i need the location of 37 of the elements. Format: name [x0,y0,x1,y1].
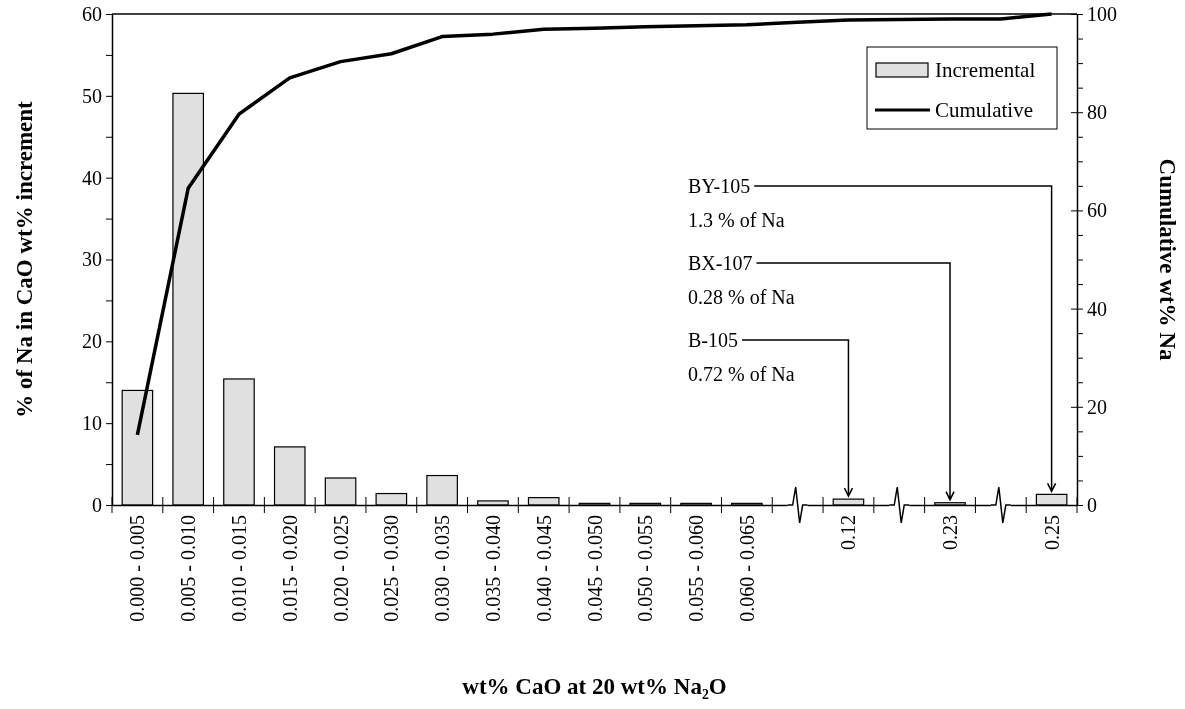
y2-tick-label: 80 [1087,101,1107,124]
y2-tick-label: 100 [1087,2,1117,25]
x-tick-label: 0.23 [939,515,962,550]
y-tick-label: 30 [82,248,102,271]
annotation: BX-107 0.28 % of Na [688,252,795,308]
x-tick-label: 0.045 - 0.050 [583,515,606,622]
y-tick-label: 20 [82,330,102,353]
x-tick-label: 0.020 - 0.025 [329,515,352,622]
y2-axis-title: Cumulative wt% Na [1155,158,1180,361]
x-tick-label: 0.060 - 0.065 [735,515,758,622]
x-axis-title: wt% CaO at 20 wt% Na₂O [462,674,727,699]
y2-tick-label: 40 [1087,297,1107,320]
x-tick-label: 0.030 - 0.035 [431,515,454,622]
x-tick-label: 0.000 - 0.005 [126,515,149,622]
x-tick-label: 0.050 - 0.055 [634,515,657,622]
y-tick-label: 10 [82,412,102,435]
x-tick-label: 0.010 - 0.015 [227,515,250,622]
legend-label: Incremental [935,58,1036,82]
legend-label: Cumulative [935,98,1033,122]
y2-tick-label: 0 [1087,493,1097,516]
y-axis-title: % of Na in CaO wt% increment [12,100,37,418]
annotation: B-105 0.72 % of Na [688,329,795,385]
y2-tick-label: 60 [1087,199,1107,222]
x-tick-label: 0.055 - 0.060 [685,515,708,622]
y-tick-label: 60 [82,2,102,25]
x-tick-label: 0.015 - 0.020 [278,515,301,622]
x-tick-label: 0.035 - 0.040 [481,515,504,622]
x-tick-label: 0.005 - 0.010 [177,515,200,622]
x-tick-label: 0.12 [837,515,860,550]
y2-tick-label: 20 [1087,395,1107,418]
y-tick-label: 50 [82,84,102,107]
y-tick-label: 40 [82,166,102,189]
y-tick-label: 0 [92,493,102,516]
x-tick-label: 0.025 - 0.030 [380,515,403,622]
x-tick-label: 0.040 - 0.045 [532,515,555,622]
annotation: BY-105 1.3 % of Na [688,175,785,231]
x-tick-label: 0.25 [1040,515,1063,550]
